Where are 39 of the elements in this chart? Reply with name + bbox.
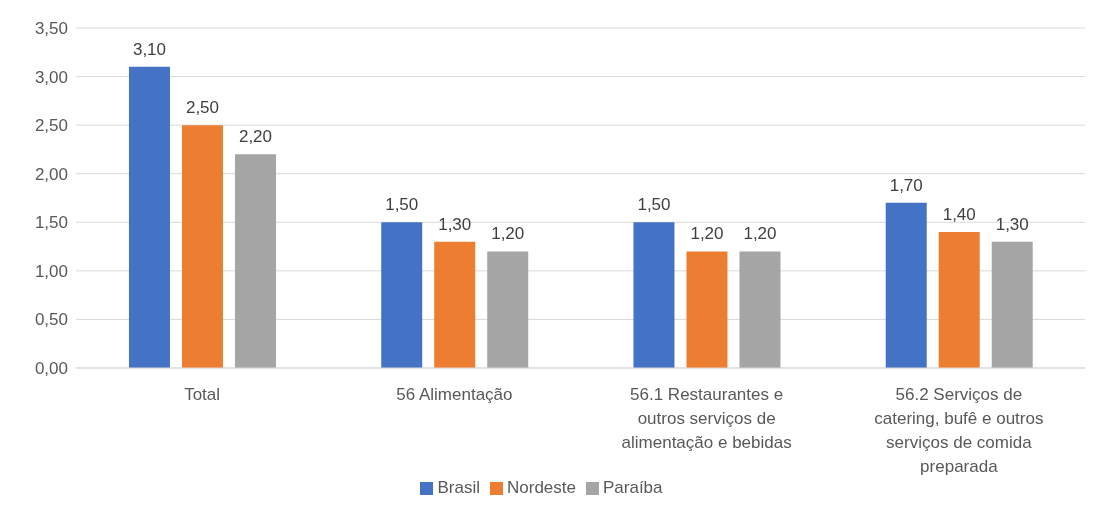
x-tick-label: 56.1 Restaurantes e outros serviços de alimentação e bebidas [621, 385, 792, 452]
bar [234, 154, 276, 368]
y-tick-label: 1,00 [34, 261, 68, 281]
bar [434, 241, 476, 368]
data-label: 3,10 [132, 39, 167, 59]
bar [181, 125, 223, 368]
data-label: 2,20 [238, 127, 273, 147]
y-tick-label: 0,00 [34, 359, 68, 379]
y-tick-label: 2,50 [34, 116, 68, 136]
legend-label: Paraíba [602, 478, 663, 497]
y-tick-label: 3,00 [34, 67, 68, 87]
data-label: 1,20 [690, 224, 724, 244]
bar [739, 251, 781, 368]
bar [991, 241, 1033, 368]
data-label: 1,50 [637, 195, 671, 215]
x-tick-label: Total [184, 385, 221, 404]
data-label: 1,70 [889, 175, 923, 195]
data-label: 1,40 [942, 205, 976, 224]
bar [686, 251, 728, 368]
x-tick-label: 56 Alimentação [396, 385, 513, 404]
data-label: 2,50 [185, 98, 220, 118]
bar [487, 251, 529, 368]
bar [381, 222, 423, 368]
data-label: 1,50 [385, 195, 419, 215]
data-label: 1,20 [491, 224, 525, 244]
y-tick-label: 2,00 [34, 164, 68, 184]
bar [633, 222, 675, 368]
bar [938, 232, 980, 368]
y-tick-label: 1,50 [34, 213, 68, 233]
legend-label: Nordeste [506, 478, 576, 497]
data-label: 1,20 [743, 224, 777, 244]
x-tick-label: 56.2 Serviços de catering, bufê e outros serviços de comida preparada [874, 385, 1044, 476]
data-label: 1,30 [995, 214, 1029, 234]
bar [128, 66, 170, 368]
data-label: 1,30 [438, 214, 472, 234]
bar [885, 202, 927, 368]
legend-label: Brasil [437, 478, 480, 497]
y-tick-label: 3,50 [34, 19, 68, 39]
y-tick-label: 0,50 [34, 310, 68, 330]
